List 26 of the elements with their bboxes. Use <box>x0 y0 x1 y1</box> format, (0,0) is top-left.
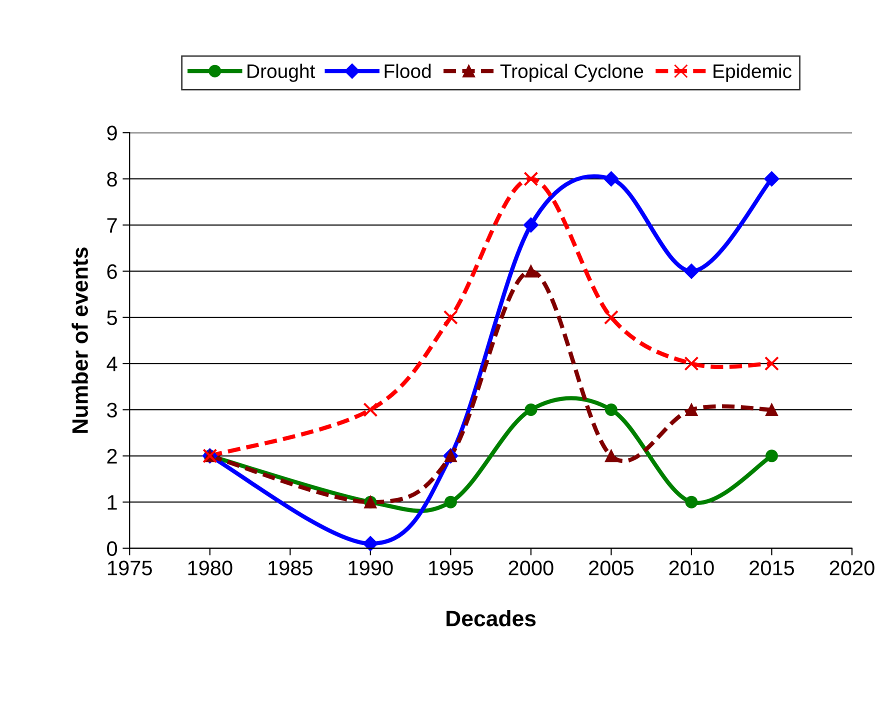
legend-label: Tropical Cyclone <box>500 64 644 82</box>
x-tick-label: 2020 <box>830 560 874 576</box>
y-axis-title: Number of events <box>72 248 88 433</box>
x-tick-label: 2000 <box>508 560 554 576</box>
y-tick-label: 6 <box>107 264 117 279</box>
y-tick-label: 8 <box>107 172 117 187</box>
y-tick-label: 0 <box>107 541 118 556</box>
y-tick-label: 7 <box>107 218 117 233</box>
legend-label: Drought <box>248 64 316 82</box>
y-tick-label: 1 <box>108 495 117 510</box>
x-tick-label: 2010 <box>669 560 714 576</box>
y-tick-label: 3 <box>107 402 117 418</box>
x-tick-label: 1980 <box>188 560 232 576</box>
legend-label: Epidemic <box>714 64 792 82</box>
x-tick-label: 1985 <box>268 560 312 576</box>
y-tick-label: 5 <box>107 310 117 326</box>
x-tick-label: 2005 <box>589 560 634 576</box>
x-tick-label: 1995 <box>429 560 473 576</box>
legend-label: Flood <box>384 64 431 78</box>
x-tick-label: 1990 <box>348 560 393 576</box>
y-tick-label: 4 <box>106 356 118 372</box>
x-tick-label: 2015 <box>750 560 794 576</box>
x-axis-title: Decades <box>446 610 536 626</box>
y-tick-label: 9 <box>107 126 117 140</box>
y-tick-label: 2 <box>107 448 117 464</box>
x-tick-label: 1975 <box>108 560 152 576</box>
